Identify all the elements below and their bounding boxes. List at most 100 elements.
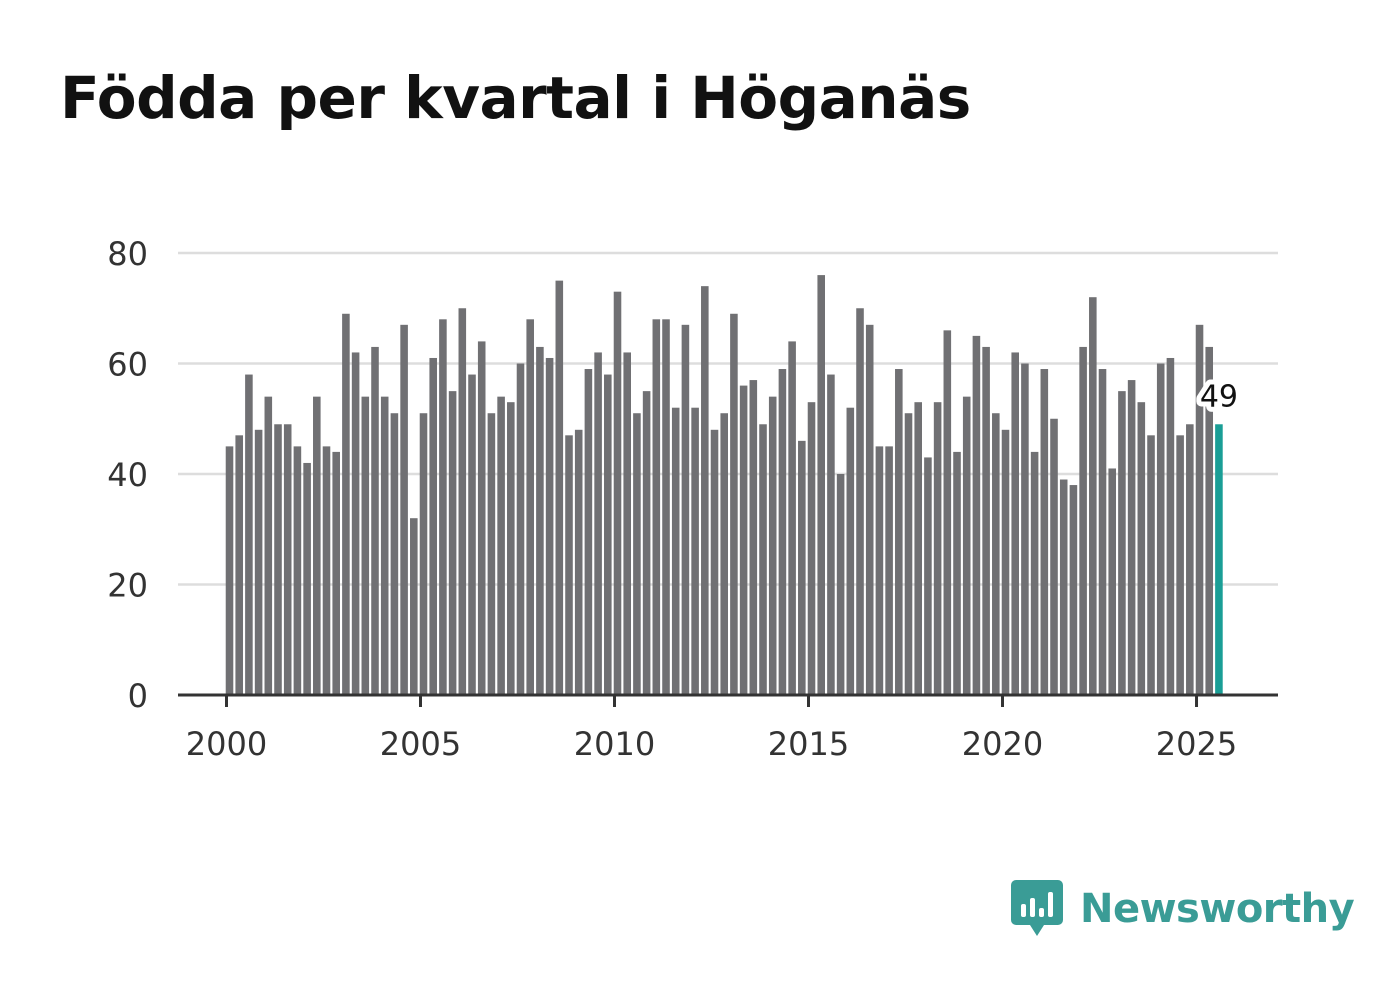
bar: [962, 396, 971, 695]
bar: [982, 346, 990, 695]
bar: [671, 407, 680, 695]
bar: [536, 346, 544, 695]
bar: [749, 380, 758, 695]
x-tick-label: 2000: [186, 725, 267, 763]
bar: [1011, 352, 1019, 695]
bar: [943, 330, 952, 695]
bar: [730, 313, 738, 695]
bar: [691, 407, 699, 695]
bar: [293, 446, 302, 696]
bar: [739, 385, 748, 695]
bar: [1156, 363, 1165, 695]
bar: [895, 369, 903, 695]
bar: [1069, 485, 1078, 695]
x-tick-label: 2025: [1156, 725, 1237, 763]
bar: [1195, 324, 1204, 695]
bar: [924, 457, 932, 695]
bar: [788, 341, 796, 695]
y-tick-label: 60: [107, 346, 148, 384]
bar: [245, 374, 253, 695]
bar: [400, 324, 408, 695]
bar: [303, 462, 311, 695]
bar: [390, 413, 399, 695]
bar: [681, 324, 690, 695]
bar: [1079, 346, 1087, 695]
bar-highlight: [1215, 424, 1223, 695]
bar: [545, 357, 554, 695]
bar: [604, 374, 612, 695]
bars: [225, 275, 1223, 696]
bar: [972, 335, 981, 696]
bar: [885, 446, 893, 696]
bar: [429, 357, 437, 695]
bar: [807, 402, 816, 695]
bar: [778, 369, 787, 695]
newsworthy-logo: Newsworthy: [1010, 878, 1355, 940]
bar: [904, 413, 913, 695]
bar: [313, 396, 321, 695]
bar: [1030, 451, 1039, 695]
bar: [419, 413, 428, 695]
axes: [178, 693, 1278, 707]
bar: [817, 275, 825, 695]
bar: [1098, 369, 1107, 695]
bar: [914, 402, 922, 695]
bar: [662, 319, 670, 695]
bar: [342, 313, 350, 695]
y-tick-label: 20: [107, 567, 148, 605]
bar: [410, 518, 418, 695]
bar: [1001, 429, 1010, 695]
newsworthy-logo-text: Newsworthy: [1080, 886, 1355, 932]
bar: [477, 341, 486, 695]
bar: [613, 291, 622, 695]
bar: [1176, 435, 1184, 695]
bar: [710, 429, 719, 695]
bar: [332, 451, 340, 695]
bar: [720, 413, 728, 695]
bar: [836, 474, 845, 695]
bar: [1118, 391, 1126, 696]
bar: [846, 407, 855, 695]
bar: [594, 352, 602, 695]
bar: [565, 435, 573, 695]
bar: [254, 429, 263, 695]
bar: [516, 363, 525, 695]
x-tick-label: 2010: [574, 725, 655, 763]
bar: [1021, 363, 1029, 695]
bar: [225, 446, 234, 696]
bar: [1127, 380, 1136, 695]
highlight-value-halo: 49: [1200, 379, 1238, 414]
bar: [759, 424, 767, 695]
bar: [953, 451, 961, 695]
highlight-value-label: 49: [1200, 379, 1238, 414]
bar: [865, 324, 874, 695]
bar: [439, 319, 447, 695]
y-tick-label: 80: [107, 235, 148, 273]
bar: [283, 424, 292, 695]
bar: [1166, 357, 1175, 695]
bar: [1108, 468, 1116, 695]
bar: [1059, 479, 1068, 695]
bar: [1089, 297, 1097, 695]
bar: [652, 319, 661, 695]
bar: [274, 424, 282, 695]
bar: [526, 319, 534, 695]
bar: [380, 396, 389, 695]
bar: [875, 446, 884, 696]
newsworthy-logo-icon: [1011, 880, 1063, 936]
bar: [701, 286, 709, 695]
x-tick-label: 2020: [962, 725, 1043, 763]
bar: [351, 352, 360, 695]
x-tick-label: 2015: [768, 725, 849, 763]
bar: [1186, 424, 1194, 695]
bar: [1137, 402, 1146, 695]
bar: [1050, 418, 1058, 695]
bar: [798, 440, 806, 695]
bar: [827, 374, 835, 695]
bar: [361, 396, 370, 695]
bar: [992, 413, 1000, 695]
y-tick-label: 0: [128, 677, 148, 715]
bar: [856, 308, 864, 695]
